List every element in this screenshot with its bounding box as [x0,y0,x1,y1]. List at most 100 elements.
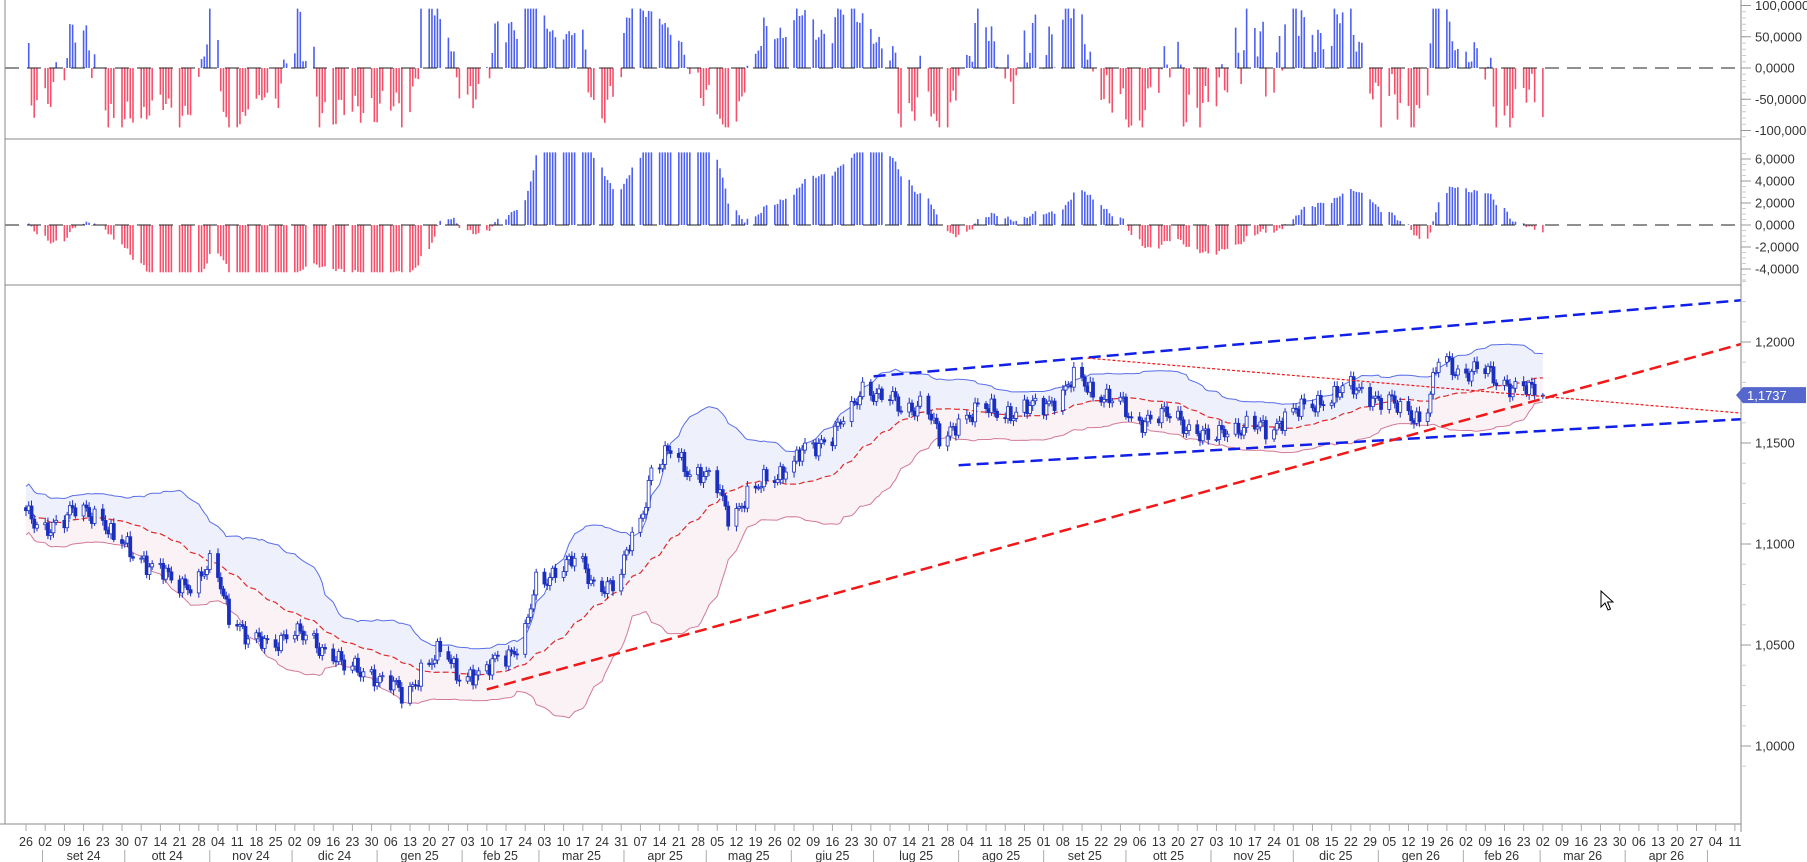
x-week-label: 11 [980,835,993,849]
candle-body [1450,357,1455,376]
candle-body [764,469,769,481]
candle [1431,367,1436,400]
candle [131,552,135,561]
candle-body [122,542,127,545]
x-week-label: 11 [231,835,244,849]
candle [1417,406,1422,427]
x-week-label: 31 [614,835,628,849]
candle [995,408,999,421]
osc-top-y-label: -100,0000 [1755,123,1807,138]
candle-body [279,635,283,652]
candle-body [432,659,437,664]
candle [572,552,577,572]
candle-body [975,402,980,405]
candle-body [476,670,481,676]
candle-body [1310,403,1315,409]
price-y-label: 1,2000 [1755,335,1795,350]
candle-body [147,566,152,575]
x-week-label: 03 [1210,835,1224,849]
x-month-label: set 25 [1068,849,1102,862]
x-month-label: mag 25 [728,849,770,862]
mouse-pointer-icon [1600,590,1614,611]
x-month-label: lug 25 [899,849,933,862]
candle-body [120,539,124,544]
candle [1252,411,1257,432]
candle [937,421,942,449]
candle-body [860,381,865,398]
candle-body [734,508,739,527]
candle [726,501,731,531]
candle [361,667,366,682]
candle [816,438,821,461]
x-week-label: 17 [1248,835,1262,849]
candle [298,619,303,634]
x-week-label: 26 [19,835,33,849]
candle-body [144,555,149,575]
candle [292,630,297,643]
candle [561,566,566,582]
candle-body [512,651,517,655]
candle-body [783,471,788,480]
osc-top-y-label: -50,0000 [1755,92,1806,107]
x-week-label: 25 [269,835,283,849]
candle-body [945,435,950,447]
candle-body [956,418,961,436]
candle [246,634,251,649]
candle [1398,397,1403,418]
candle [1335,381,1340,403]
candle [591,576,596,587]
candle [649,464,654,486]
candle [849,396,854,427]
x-week-label: 15 [1325,835,1339,849]
candle-body [493,654,497,660]
candle-body [131,556,135,559]
candle [320,644,325,661]
candle [956,413,961,439]
candle-body [1220,425,1224,430]
candle-body [624,549,629,556]
candle-body [419,662,423,687]
candle-body [1107,388,1112,404]
candle-body [849,401,854,422]
candle [227,593,231,629]
x-month-label: nov 25 [1233,849,1271,862]
candle [663,441,668,470]
candle-body [46,522,50,536]
candle-body [1011,417,1016,422]
candle [457,674,462,687]
candle [1318,389,1323,408]
candle [668,445,673,459]
candle-body [1513,381,1518,389]
candle [1409,405,1414,425]
candle-body [737,506,742,509]
candle-body [841,421,846,425]
candle [314,628,319,654]
candle [331,643,336,665]
candle [756,483,761,491]
candle-body [611,580,615,592]
candle-body [984,403,988,409]
candle-body [937,423,942,447]
candle [586,563,591,589]
candle [1521,376,1526,392]
candle [698,463,703,486]
x-week-label: 01 [1286,835,1300,849]
candle [753,482,758,494]
candle [73,503,78,519]
candle-body [199,571,204,577]
candle-body [685,471,689,477]
candle-body [605,581,610,594]
candle [1494,379,1499,391]
candle-body [583,556,588,570]
candle [257,627,262,642]
candle [975,398,980,407]
candle-body [1387,394,1392,410]
candle [687,469,692,482]
candle-body [298,623,303,632]
candle-body [1129,416,1134,419]
candle [446,646,451,662]
candle-body [715,470,720,494]
candle [1491,361,1496,387]
candle-body [1530,381,1534,385]
